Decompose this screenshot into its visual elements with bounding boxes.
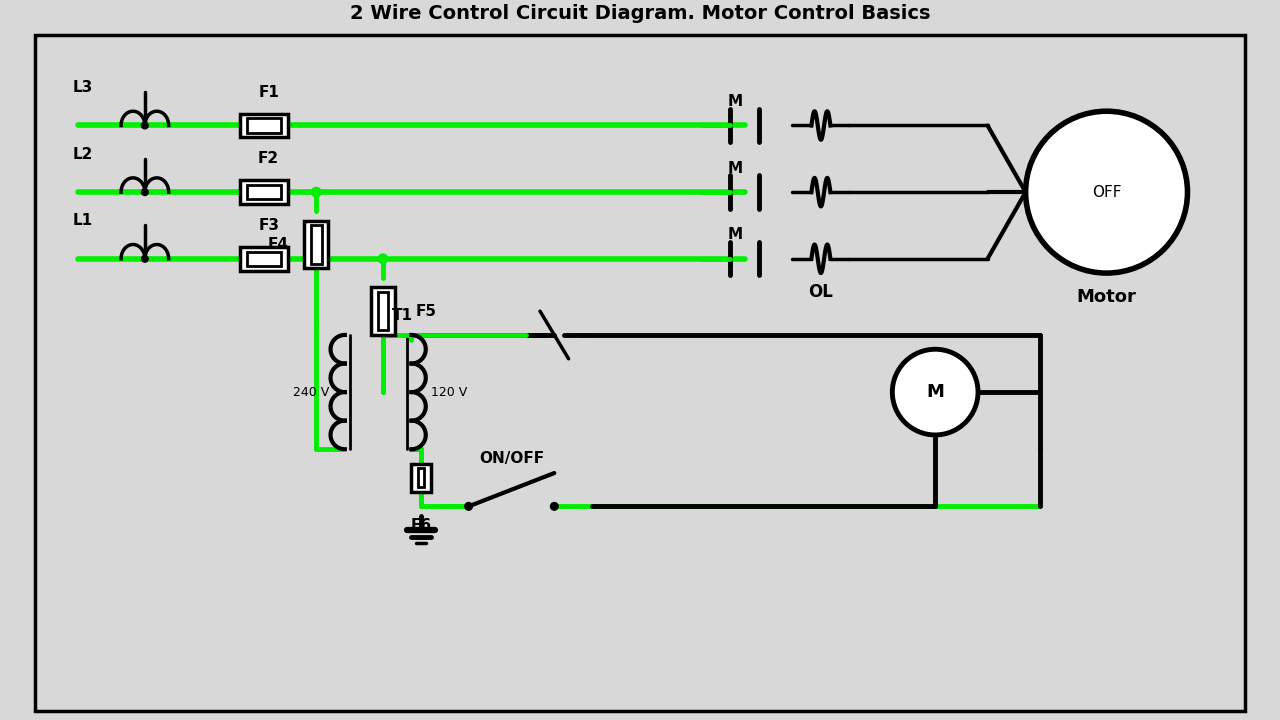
Text: M: M [727, 228, 742, 243]
Text: F4: F4 [268, 237, 289, 252]
Circle shape [311, 187, 321, 197]
Text: F5: F5 [415, 304, 436, 319]
FancyBboxPatch shape [378, 292, 388, 330]
Circle shape [550, 503, 558, 510]
Text: M: M [727, 94, 742, 109]
Text: L2: L2 [73, 147, 93, 161]
Circle shape [378, 254, 388, 264]
Text: 240 V: 240 V [293, 386, 330, 399]
Text: F2: F2 [259, 151, 279, 166]
Text: OL: OL [809, 283, 833, 301]
Text: 120 V: 120 V [431, 386, 467, 399]
FancyBboxPatch shape [247, 185, 282, 199]
Text: T1: T1 [392, 308, 412, 323]
Circle shape [465, 503, 472, 510]
Text: L3: L3 [73, 80, 93, 95]
FancyBboxPatch shape [241, 180, 288, 204]
FancyBboxPatch shape [311, 225, 321, 264]
FancyBboxPatch shape [241, 114, 288, 138]
Title: 2 Wire Control Circuit Diagram. Motor Control Basics: 2 Wire Control Circuit Diagram. Motor Co… [349, 4, 931, 23]
FancyBboxPatch shape [247, 252, 282, 266]
Text: M: M [927, 383, 945, 401]
Text: ON/OFF: ON/OFF [479, 451, 544, 467]
Text: F6: F6 [411, 518, 431, 533]
Text: Motor: Motor [1076, 288, 1137, 306]
FancyBboxPatch shape [411, 464, 430, 492]
Circle shape [142, 189, 148, 195]
FancyBboxPatch shape [371, 287, 394, 335]
Circle shape [142, 256, 148, 262]
Circle shape [1025, 111, 1188, 273]
FancyBboxPatch shape [419, 468, 424, 487]
Text: OFF: OFF [1092, 184, 1121, 199]
Circle shape [142, 122, 148, 129]
Text: F3: F3 [259, 218, 279, 233]
Circle shape [892, 349, 978, 435]
Text: M: M [727, 161, 742, 176]
FancyBboxPatch shape [247, 118, 282, 132]
FancyBboxPatch shape [305, 221, 328, 269]
Text: L1: L1 [73, 213, 93, 228]
FancyBboxPatch shape [241, 247, 288, 271]
Text: F1: F1 [259, 85, 279, 99]
